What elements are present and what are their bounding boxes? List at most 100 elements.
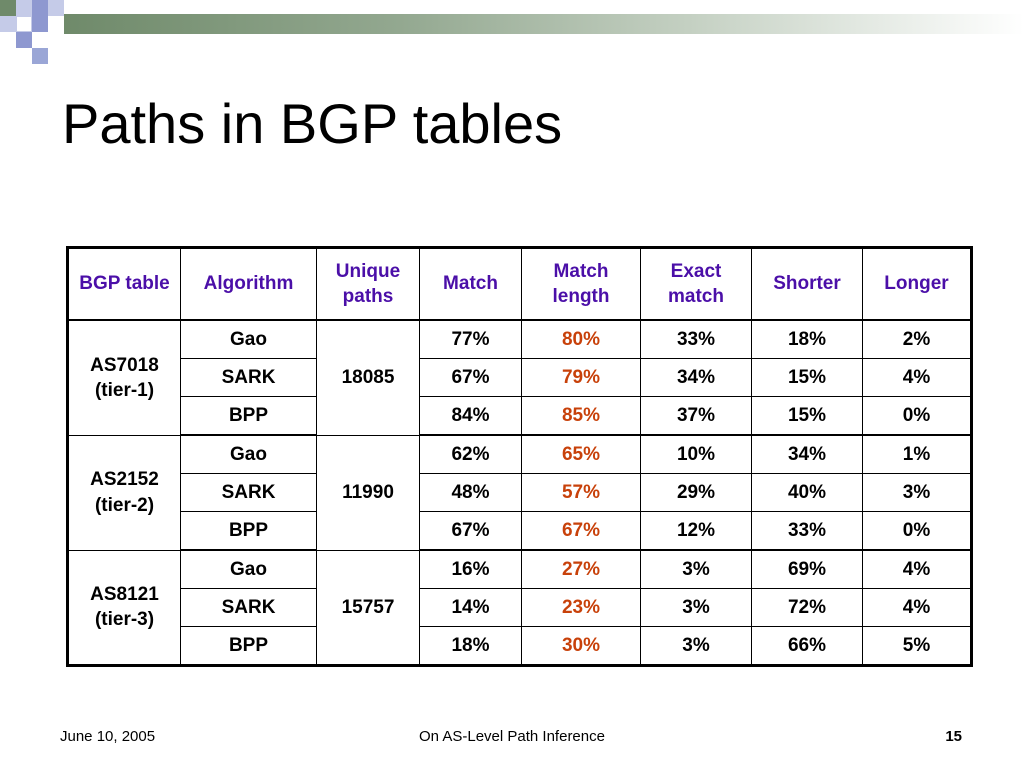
deco-square — [16, 16, 32, 32]
match-length-cell: 65% — [521, 434, 641, 474]
unique-paths-cell: 18085 — [316, 319, 420, 436]
exact-match-cell: 34% — [640, 358, 752, 397]
as-tier: (tier-2) — [94, 494, 155, 516]
match-length-cell: 27% — [521, 549, 641, 589]
shorter-cell: 72% — [751, 588, 863, 627]
match-length-cell: 80% — [521, 319, 641, 359]
header-shorter: Shorter — [751, 247, 863, 321]
header-algorithm: Algorithm — [180, 247, 317, 321]
header-exact-match: Exact match — [640, 247, 752, 321]
shorter-cell: 66% — [751, 626, 863, 666]
bgp-table-cell: AS2152 (tier-2) — [67, 434, 181, 551]
algorithm-cell: Gao — [180, 434, 317, 474]
match-length-cell: 85% — [521, 396, 641, 436]
table-row: AS7018 (tier-1) Gao 18085 77% 80% 33% 18… — [67, 319, 972, 436]
as-tier: (tier-1) — [94, 379, 155, 401]
match-cell: 67% — [419, 511, 522, 551]
shorter-cell: 33% — [751, 511, 863, 551]
exact-match-cell: 37% — [640, 396, 752, 436]
shorter-cell: 34% — [751, 434, 863, 474]
match-cell: 77% — [419, 319, 522, 359]
match-cell: 48% — [419, 473, 522, 512]
deco-square — [32, 48, 48, 64]
bgp-table-cell: AS8121 (tier-3) — [67, 549, 181, 666]
header-match-length: Match length — [521, 247, 641, 321]
match-cell: 84% — [419, 396, 522, 436]
deco-gradient-band — [64, 14, 1024, 34]
longer-cell: 4% — [862, 358, 972, 397]
exact-match-cell: 3% — [640, 549, 752, 589]
match-cell: 67% — [419, 358, 522, 397]
algorithm-cell: Gao — [180, 549, 317, 589]
match-length-cell: 23% — [521, 588, 641, 627]
deco-square — [32, 0, 48, 16]
match-length-cell: 67% — [521, 511, 641, 551]
longer-cell: 2% — [862, 319, 972, 359]
table-row: AS8121 (tier-3) Gao 15757 16% 27% 3% 69%… — [67, 549, 972, 666]
unique-paths-cell: 11990 — [316, 434, 420, 551]
footer-date: June 10, 2005 — [60, 728, 156, 745]
longer-cell: 4% — [862, 588, 972, 627]
header-longer: Longer — [862, 247, 972, 321]
algorithm-cell: SARK — [180, 588, 317, 627]
as-name: AS8121 — [90, 584, 159, 606]
header-match: Match — [419, 247, 522, 321]
algorithm-cell: Gao — [180, 319, 317, 359]
algorithm-cell: SARK — [180, 358, 317, 397]
shorter-cell: 69% — [751, 549, 863, 589]
as-name: AS7018 — [90, 354, 159, 376]
longer-cell: 1% — [862, 434, 972, 474]
algorithm-cell: BPP — [180, 396, 317, 436]
deco-square — [0, 0, 16, 16]
deco-square — [16, 32, 32, 48]
match-length-cell: 79% — [521, 358, 641, 397]
algorithm-cell: BPP — [180, 626, 317, 666]
header-decoration — [0, 0, 1024, 70]
deco-square — [0, 16, 16, 32]
longer-cell: 3% — [862, 473, 972, 512]
bgp-paths-table: BGP table Algorithm Unique paths Match M… — [66, 246, 973, 667]
deco-square — [32, 16, 48, 32]
deco-square — [16, 0, 32, 16]
table-row: SARK 48% 57% 29% 40% 3% — [68, 473, 972, 512]
match-length-cell: 57% — [521, 473, 641, 512]
match-cell: 62% — [419, 434, 522, 474]
shorter-cell: 40% — [751, 473, 863, 512]
header-row: BGP table Algorithm Unique paths Match M… — [67, 247, 972, 321]
algorithm-cell: BPP — [180, 511, 317, 551]
table-row: SARK 67% 79% 34% 15% 4% — [68, 358, 972, 397]
exact-match-cell: 12% — [640, 511, 752, 551]
longer-cell: 0% — [862, 511, 972, 551]
exact-match-cell: 3% — [640, 626, 752, 666]
match-cell: 14% — [419, 588, 522, 627]
algorithm-cell: SARK — [180, 473, 317, 512]
exact-match-cell: 29% — [640, 473, 752, 512]
exact-match-cell: 10% — [640, 434, 752, 474]
header-bgp-table: BGP table — [67, 247, 181, 321]
match-cell: 18% — [419, 626, 522, 666]
exact-match-cell: 33% — [640, 319, 752, 359]
table-row: SARK 14% 23% 3% 72% 4% — [68, 588, 972, 627]
table-row: BPP 18% 30% 3% 66% 5% — [68, 626, 972, 666]
match-length-cell: 30% — [521, 626, 641, 666]
longer-cell: 0% — [862, 396, 972, 436]
slide-title: Paths in BGP tables — [62, 92, 563, 155]
as-name: AS2152 — [90, 469, 159, 491]
as-tier: (tier-3) — [94, 609, 155, 631]
unique-paths-cell: 15757 — [316, 549, 420, 666]
deco-square — [48, 0, 64, 16]
shorter-cell: 15% — [751, 358, 863, 397]
bgp-table-cell: AS7018 (tier-1) — [67, 319, 181, 436]
table-row: BPP 84% 85% 37% 15% 0% — [68, 396, 972, 436]
longer-cell: 4% — [862, 549, 972, 589]
exact-match-cell: 3% — [640, 588, 752, 627]
page-number: 15 — [945, 728, 962, 745]
footer-title: On AS-Level Path Inference — [419, 728, 605, 745]
table-row: BPP 67% 67% 12% 33% 0% — [68, 511, 972, 551]
header-unique-paths: Unique paths — [316, 247, 420, 321]
table-row: AS2152 (tier-2) Gao 11990 62% 65% 10% 34… — [67, 434, 972, 551]
shorter-cell: 18% — [751, 319, 863, 359]
longer-cell: 5% — [862, 626, 972, 666]
match-cell: 16% — [419, 549, 522, 589]
shorter-cell: 15% — [751, 396, 863, 436]
